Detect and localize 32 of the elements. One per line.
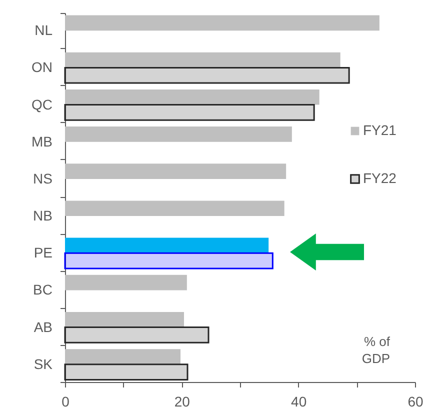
- bar: [65, 274, 187, 290]
- y-tick-label: NS: [33, 170, 52, 186]
- y-tick-label: PE: [34, 244, 52, 261]
- y-tick-label: AB: [34, 318, 52, 335]
- bar: [65, 126, 292, 142]
- legend-label: FY22: [363, 170, 397, 186]
- y-tick-label: ON: [32, 59, 52, 76]
- bar: [65, 89, 320, 105]
- bar: [64, 252, 274, 270]
- bar: [65, 52, 340, 68]
- x-axis-title: % of GDP: [362, 334, 390, 366]
- y-tick-label: QC: [32, 96, 52, 112]
- x-tick-label: 60: [408, 394, 424, 410]
- y-tick-label: NL: [34, 22, 53, 38]
- bar: [65, 238, 269, 254]
- bar: [65, 15, 380, 31]
- y-tick-label: BC: [33, 282, 52, 298]
- y-tick-label: NB: [33, 208, 52, 224]
- bar: [64, 326, 210, 344]
- y-tick-label: SK: [34, 356, 54, 372]
- y-tick-label: MB: [32, 133, 52, 150]
- bar: [64, 364, 188, 380]
- bar: [64, 104, 315, 121]
- bar: [65, 164, 286, 179]
- bar: [65, 349, 180, 364]
- x-tick-label: 20: [174, 394, 190, 410]
- bar: [65, 312, 184, 328]
- x-tick-label: 40: [291, 394, 307, 410]
- x-tick-label: 0: [62, 394, 70, 410]
- legend-label: FY21: [363, 122, 397, 138]
- bar: [65, 200, 284, 216]
- bar: [64, 66, 350, 84]
